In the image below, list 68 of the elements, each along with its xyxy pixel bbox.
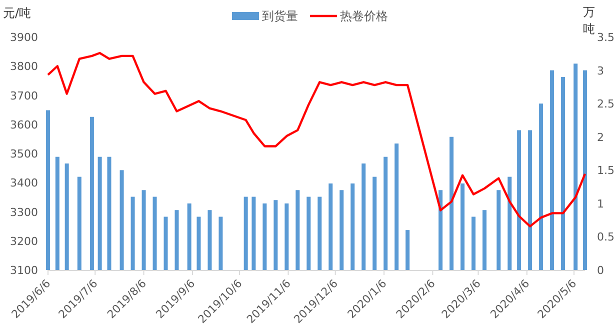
bar bbox=[574, 64, 578, 270]
legend-label: 热卷价格 bbox=[340, 9, 388, 23]
bar bbox=[64, 163, 69, 270]
y-tick-label: 3800 bbox=[10, 60, 38, 74]
y-tick-label: 3200 bbox=[10, 234, 38, 248]
bar bbox=[187, 203, 192, 270]
bar bbox=[107, 156, 112, 270]
y-tick-label: 3300 bbox=[10, 206, 38, 219]
y-tick-label: 3400 bbox=[10, 176, 38, 190]
y2-tick-label: 1.5 bbox=[597, 164, 614, 178]
y2-tick-label: 0.5 bbox=[597, 230, 614, 244]
y2-tick-label: 0 bbox=[597, 264, 604, 277]
bar bbox=[450, 136, 454, 270]
bar bbox=[120, 170, 124, 270]
bar bbox=[284, 203, 289, 270]
bar bbox=[438, 190, 443, 270]
bar bbox=[174, 210, 179, 270]
bar bbox=[583, 70, 587, 270]
y2-tick-label: 1 bbox=[597, 197, 604, 210]
bar bbox=[164, 216, 168, 270]
bar bbox=[550, 70, 554, 270]
legend-label: 到货量 bbox=[262, 9, 298, 23]
bar bbox=[472, 216, 476, 270]
bar bbox=[340, 190, 344, 270]
bar bbox=[350, 183, 355, 270]
bar bbox=[152, 196, 157, 270]
bar bbox=[218, 216, 223, 270]
y2-axis-title: 万吨 bbox=[583, 5, 595, 36]
y-tick-label: 3100 bbox=[10, 264, 38, 277]
bar bbox=[328, 183, 333, 270]
y2-tick-label: 2.5 bbox=[597, 98, 614, 111]
bar bbox=[561, 76, 566, 270]
y2-tick-label: 3 bbox=[597, 64, 604, 78]
bar bbox=[384, 156, 388, 270]
bar bbox=[252, 196, 256, 270]
bar bbox=[77, 176, 82, 270]
bar bbox=[318, 196, 322, 270]
y-tick-label: 3600 bbox=[10, 118, 38, 132]
y-tick-label: 3900 bbox=[10, 31, 38, 44]
bar bbox=[394, 144, 399, 270]
bar bbox=[208, 210, 212, 270]
bar bbox=[362, 163, 366, 270]
bar bbox=[98, 156, 102, 270]
bar bbox=[196, 216, 201, 270]
bar bbox=[274, 200, 278, 270]
bar bbox=[406, 230, 410, 270]
bar bbox=[460, 183, 465, 270]
bar bbox=[55, 156, 60, 270]
bar bbox=[262, 203, 267, 270]
bar bbox=[244, 196, 248, 270]
bar bbox=[306, 196, 311, 270]
bar bbox=[90, 116, 94, 270]
bar bbox=[528, 130, 532, 270]
bar bbox=[46, 110, 50, 270]
bar bbox=[130, 196, 135, 270]
bar bbox=[482, 210, 487, 270]
y-axis-title: 元/吨 bbox=[3, 6, 32, 20]
y2-tick-label: 2 bbox=[597, 130, 604, 144]
bar bbox=[142, 190, 146, 270]
y2-tick-label: 3.5 bbox=[597, 31, 614, 44]
bar bbox=[372, 176, 377, 270]
y-tick-label: 3700 bbox=[10, 89, 38, 102]
bar bbox=[517, 130, 522, 270]
bar bbox=[539, 104, 544, 270]
bar bbox=[296, 190, 300, 270]
y-tick-label: 3500 bbox=[10, 148, 38, 160]
bar bbox=[496, 190, 501, 270]
bar bbox=[508, 176, 512, 270]
